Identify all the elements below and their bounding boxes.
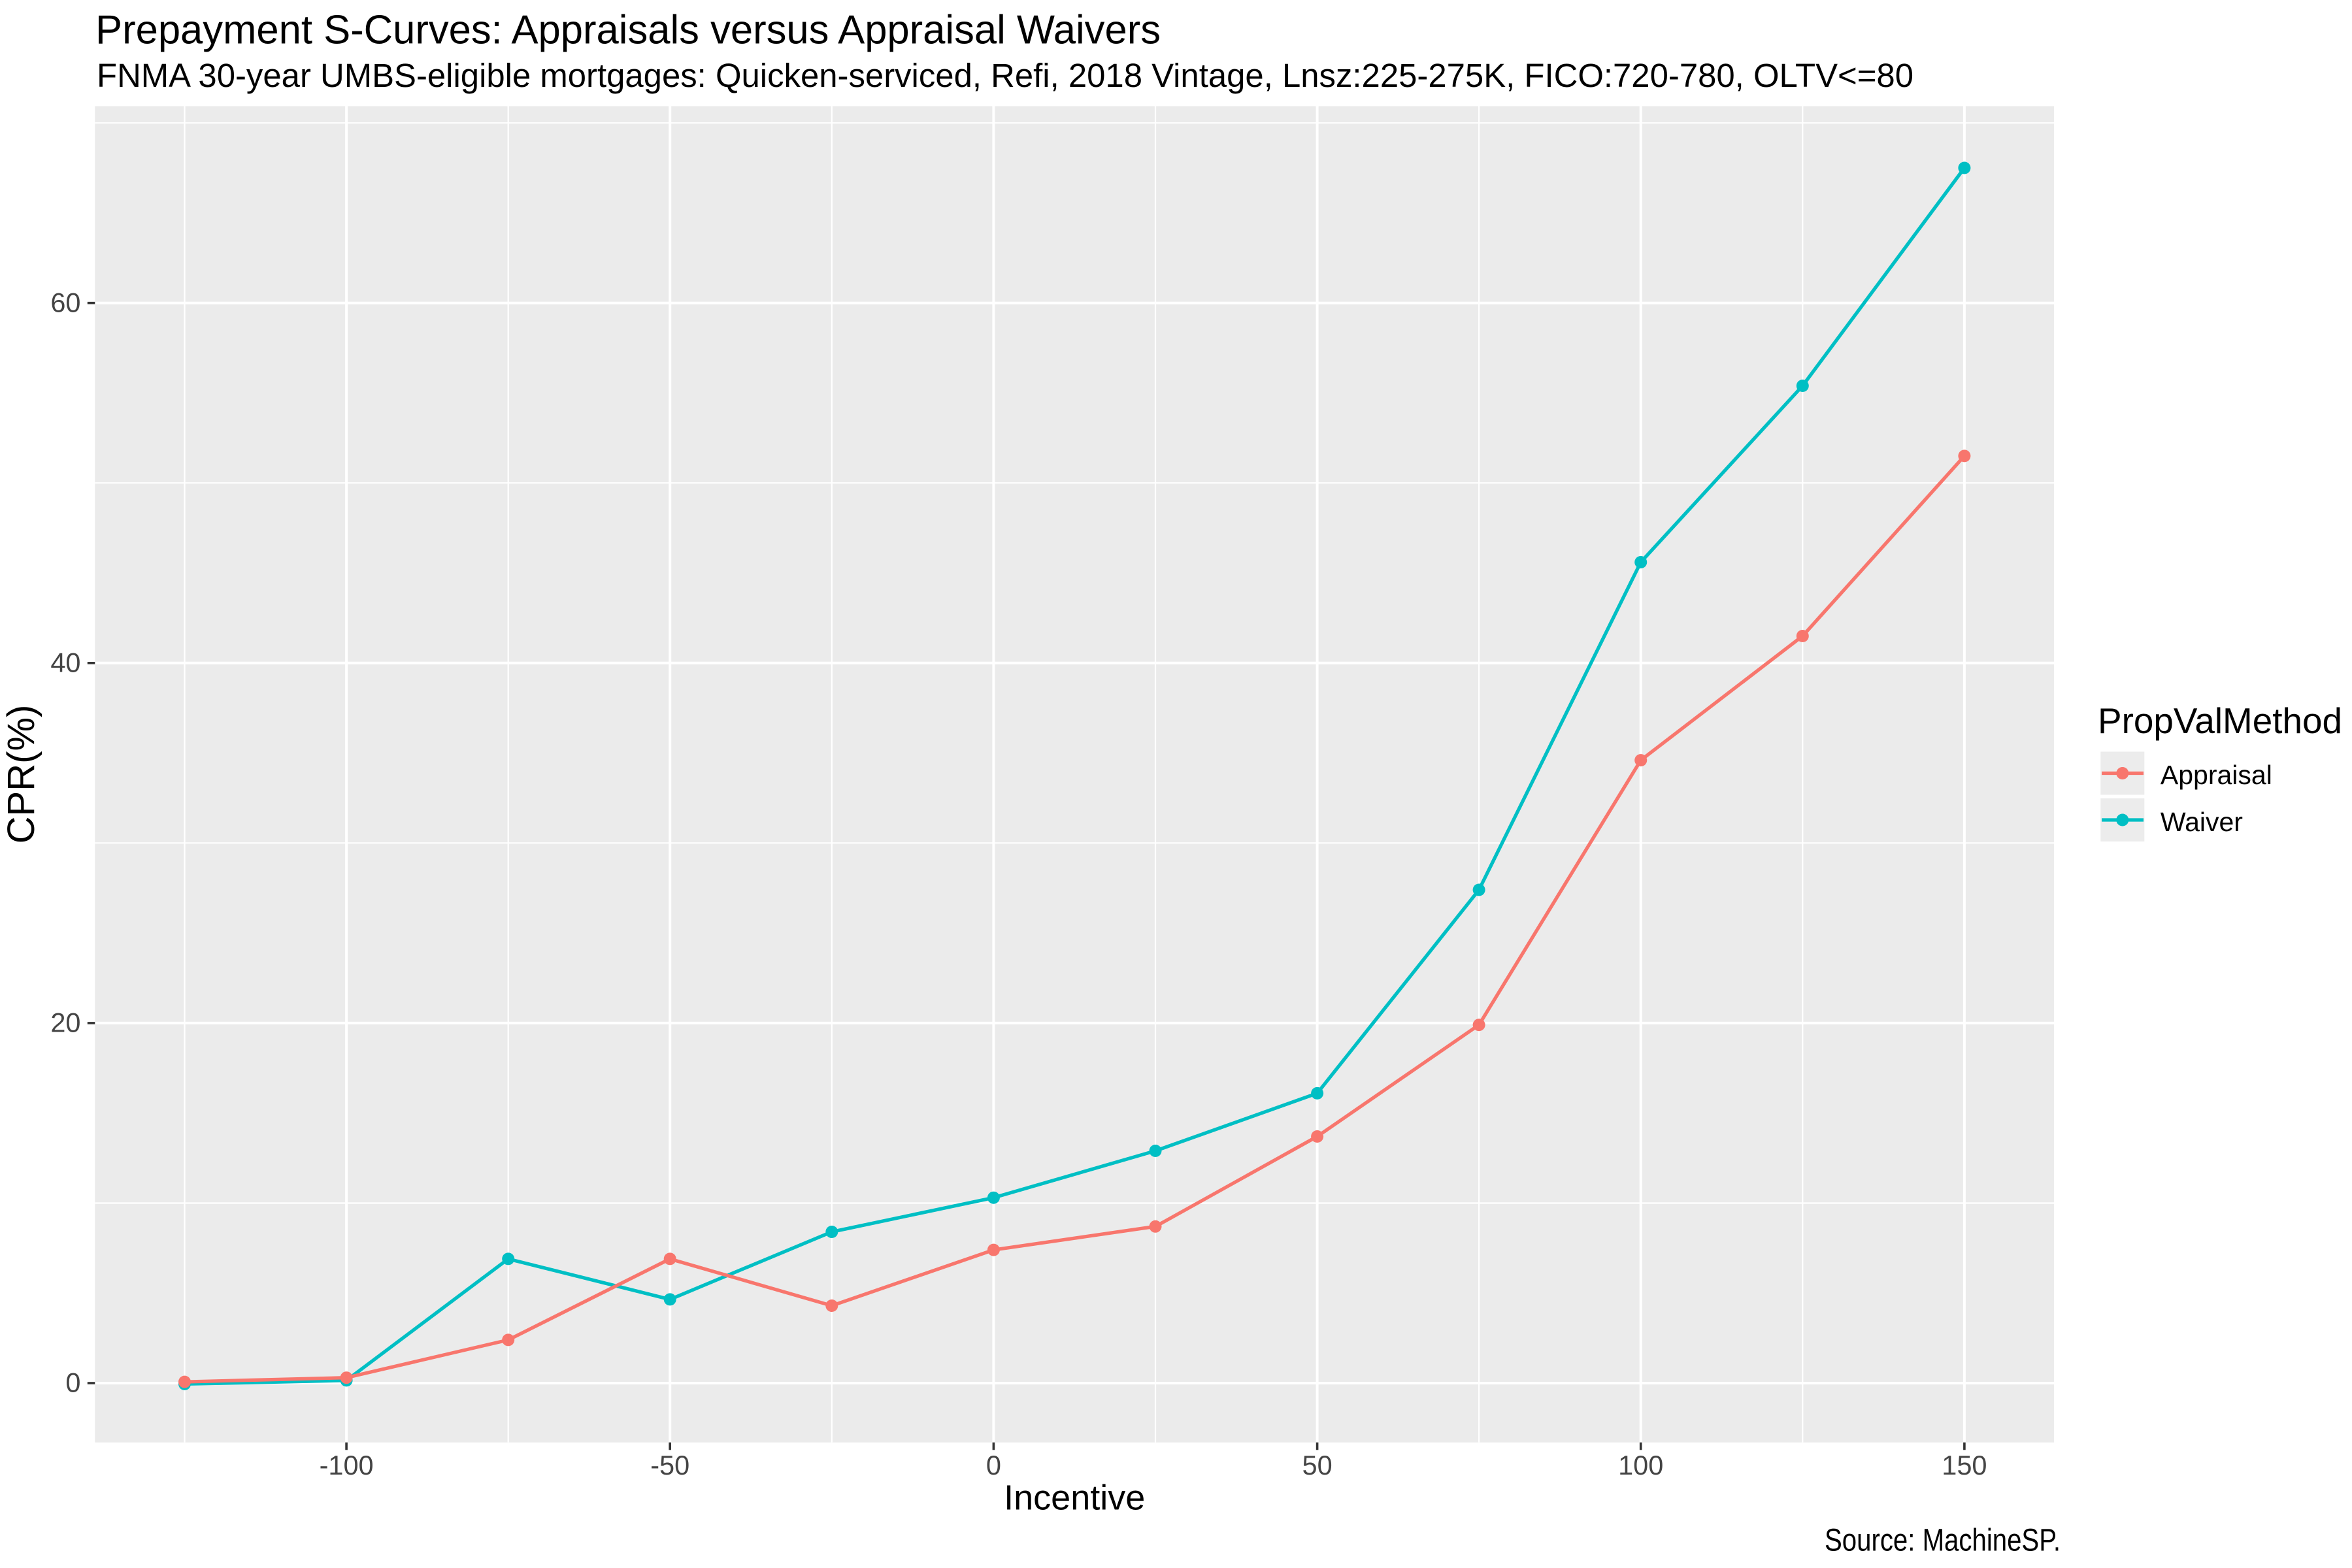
svg-text:50: 50 (1302, 1450, 1333, 1480)
svg-text:-100: -100 (320, 1450, 374, 1480)
svg-text:CPR(%): CPR(%) (0, 705, 42, 844)
svg-text:Prepayment S-Curves: Appraisal: Prepayment S-Curves: Appraisals versus A… (95, 8, 1161, 53)
svg-text:150: 150 (1942, 1450, 1987, 1480)
svg-text:20: 20 (50, 1007, 80, 1038)
svg-text:PropValMethod: PropValMethod (2098, 700, 2342, 741)
svg-text:Source: MachineSP.: Source: MachineSP. (1825, 1524, 2061, 1558)
svg-text:Appraisal: Appraisal (2161, 760, 2272, 790)
svg-text:100: 100 (1618, 1450, 1663, 1480)
svg-text:-50: -50 (650, 1450, 689, 1480)
svg-text:60: 60 (50, 287, 80, 318)
svg-text:Incentive: Incentive (1004, 1478, 1145, 1517)
svg-text:FNMA 30-year UMBS-eligible mor: FNMA 30-year UMBS-eligible mortgages: Qu… (97, 57, 1913, 94)
svg-text:40: 40 (50, 647, 80, 678)
svg-text:0: 0 (65, 1367, 80, 1398)
svg-text:Waiver: Waiver (2161, 807, 2243, 837)
svg-text:0: 0 (986, 1450, 1001, 1480)
